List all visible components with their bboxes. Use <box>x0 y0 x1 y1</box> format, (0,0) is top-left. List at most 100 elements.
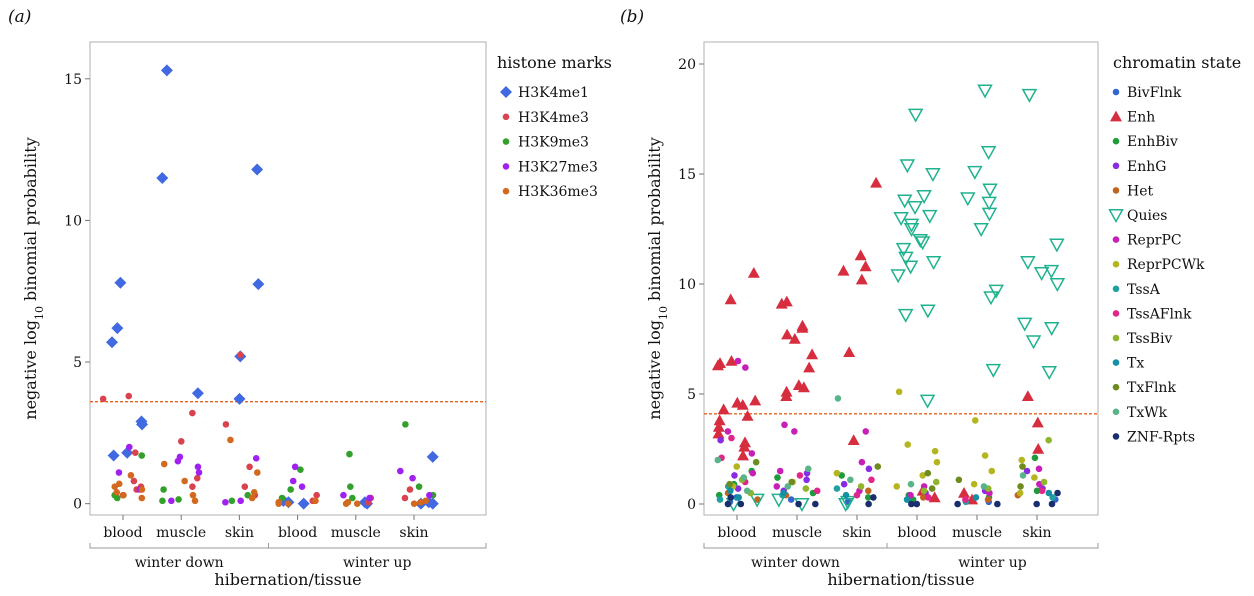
data-point <box>834 395 842 402</box>
data-point <box>716 496 724 503</box>
data-point <box>919 494 927 501</box>
data-point <box>955 476 963 484</box>
data-point <box>857 483 865 490</box>
data-point <box>864 487 872 495</box>
data-point <box>773 483 781 490</box>
data-point <box>222 421 230 428</box>
data-point <box>912 234 929 249</box>
data-point <box>1038 487 1046 495</box>
data-point <box>843 346 856 357</box>
data-point <box>724 293 737 305</box>
data-point <box>99 395 107 403</box>
data-point <box>724 428 732 435</box>
data-point <box>919 472 927 479</box>
data-point <box>775 297 788 309</box>
legend-marker <box>502 113 510 121</box>
data-point <box>776 467 784 475</box>
data-point <box>189 491 197 499</box>
group-label: winter down <box>751 555 840 571</box>
legend-label: H3K4me1 <box>518 85 589 101</box>
data-point <box>120 491 127 499</box>
data-point <box>401 494 409 502</box>
data-point <box>189 409 196 417</box>
data-point <box>870 494 877 501</box>
data-point <box>738 440 751 452</box>
data-point <box>853 491 861 499</box>
data-point <box>254 469 261 476</box>
data-point <box>241 483 249 490</box>
data-point <box>113 489 121 496</box>
data-point <box>289 477 297 485</box>
data-point <box>803 361 816 373</box>
data-point <box>342 500 350 507</box>
x-tick-label: skin <box>842 525 871 541</box>
legend-label: TssA <box>1127 282 1161 298</box>
data-point <box>967 165 983 180</box>
data-point <box>1033 487 1041 495</box>
data-point <box>712 421 725 432</box>
y-tick-label: 20 <box>678 57 696 73</box>
data-point <box>298 483 306 490</box>
data-point <box>988 467 996 475</box>
data-point <box>980 146 997 161</box>
legend-marker <box>1112 433 1120 440</box>
data-point <box>903 223 920 238</box>
data-point <box>924 494 932 501</box>
data-point <box>780 390 793 401</box>
data-point <box>802 485 810 492</box>
legend-label: H3K36me3 <box>518 184 598 200</box>
data-point <box>743 487 751 495</box>
data-point <box>175 496 182 503</box>
data-point <box>227 436 234 444</box>
data-point <box>919 394 936 409</box>
group-bracket <box>268 543 487 549</box>
legend-label: Tx <box>1127 356 1144 372</box>
y-tick-label: 15 <box>678 167 696 183</box>
group-label: winter up <box>343 555 412 571</box>
data-point <box>1033 500 1040 508</box>
data-point <box>138 452 146 459</box>
legend-marker <box>1112 162 1120 170</box>
data-point <box>115 469 123 476</box>
data-point <box>742 364 749 371</box>
data-point <box>895 242 912 257</box>
legend-label: Quies <box>1127 208 1167 224</box>
x-axis-title: hibernation/tissue <box>827 570 974 589</box>
data-point <box>962 496 969 503</box>
data-point <box>893 483 901 490</box>
data-point <box>840 480 848 488</box>
data-point <box>237 497 244 505</box>
data-point <box>972 494 980 501</box>
data-point <box>193 474 201 482</box>
data-point <box>980 483 988 490</box>
legend-marker <box>1112 187 1120 194</box>
plot-frame <box>703 41 1099 516</box>
data-point <box>865 500 872 508</box>
data-point <box>749 493 765 508</box>
legend-marker <box>1112 88 1120 96</box>
legend-title: histone marks <box>497 53 612 72</box>
legend-label: EnhG <box>1127 159 1166 175</box>
data-point <box>250 489 258 496</box>
data-point <box>228 497 236 505</box>
data-point <box>340 491 347 499</box>
panel-label: (a) <box>8 7 31 27</box>
data-point <box>864 494 872 501</box>
data-point <box>233 392 246 405</box>
data-point <box>870 176 883 188</box>
data-point <box>1045 436 1052 444</box>
data-point <box>994 500 1001 508</box>
data-point <box>797 381 810 393</box>
data-point <box>896 194 913 209</box>
data-point <box>1017 483 1024 490</box>
data-point <box>284 500 292 507</box>
data-point <box>1031 454 1039 462</box>
y-tick-label: 15 <box>64 72 82 88</box>
group-bracket <box>703 543 888 549</box>
group-bracket <box>886 543 1099 549</box>
x-tick-label: blood <box>103 525 142 541</box>
data-point <box>1033 267 1050 282</box>
data-point <box>806 348 819 360</box>
data-point <box>847 434 860 445</box>
